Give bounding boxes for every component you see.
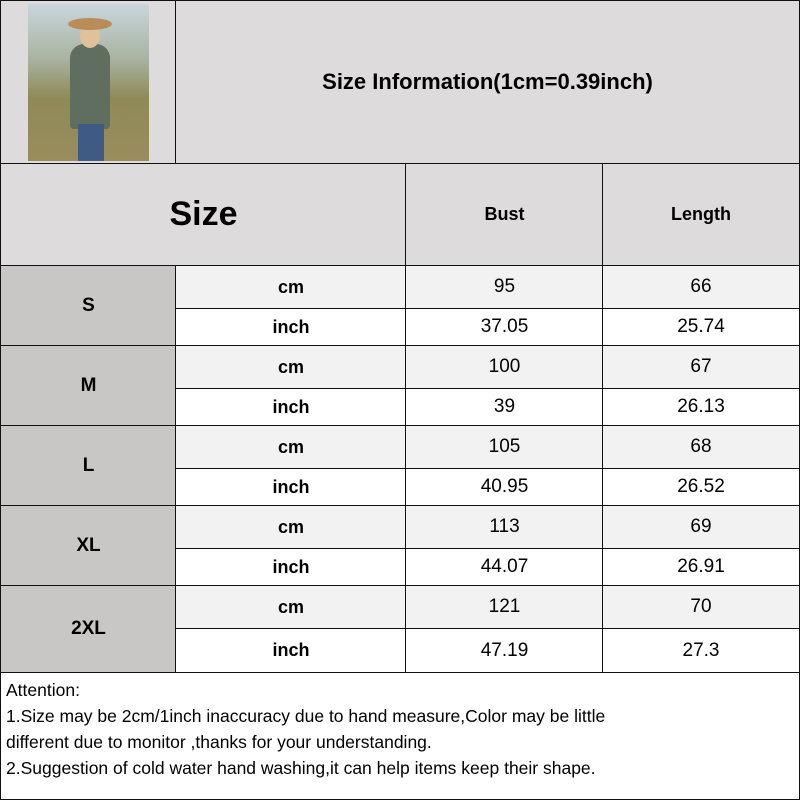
attention-heading: Attention: xyxy=(6,680,80,700)
product-photo-cell xyxy=(0,0,177,164)
size-label: L xyxy=(0,425,177,506)
bust-value: 40.95 xyxy=(405,468,604,506)
length-value: 26.13 xyxy=(602,388,800,426)
length-value: 27.3 xyxy=(602,628,800,673)
length-value: 26.91 xyxy=(602,548,800,586)
bust-value: 37.05 xyxy=(405,308,604,346)
length-value: 70 xyxy=(602,585,800,629)
attention-line: different due to monitor ,thanks for you… xyxy=(6,732,432,752)
bust-value: 121 xyxy=(405,585,604,629)
unit-label: inch xyxy=(175,628,407,673)
attention-line: 1.Size may be 2cm/1inch inaccuracy due t… xyxy=(6,706,606,726)
bust-value: 47.19 xyxy=(405,628,604,673)
bust-value: 39 xyxy=(405,388,604,426)
unit-label: cm xyxy=(175,505,407,549)
size-label: 2XL xyxy=(0,585,177,673)
bust-value: 95 xyxy=(405,265,604,309)
size-label: XL xyxy=(0,505,177,586)
size-label: M xyxy=(0,345,177,426)
unit-label: inch xyxy=(175,388,407,426)
length-value: 26.52 xyxy=(602,468,800,506)
length-value: 68 xyxy=(602,425,800,469)
bust-value: 100 xyxy=(405,345,604,389)
length-value: 69 xyxy=(602,505,800,549)
column-header-size: Size xyxy=(0,163,407,266)
bust-value: 105 xyxy=(405,425,604,469)
column-header-length: Length xyxy=(602,163,800,266)
unit-label: cm xyxy=(175,345,407,389)
unit-label: cm xyxy=(175,265,407,309)
attention-line: 2.Suggestion of cold water hand washing,… xyxy=(6,758,596,778)
length-value: 25.74 xyxy=(602,308,800,346)
bust-value: 44.07 xyxy=(405,548,604,586)
bust-value: 113 xyxy=(405,505,604,549)
unit-label: inch xyxy=(175,308,407,346)
unit-label: inch xyxy=(175,468,407,506)
column-header-bust: Bust xyxy=(405,163,604,266)
length-value: 67 xyxy=(602,345,800,389)
page-title: Size Information(1cm=0.39inch) xyxy=(175,0,800,164)
unit-label: cm xyxy=(175,425,407,469)
unit-label: cm xyxy=(175,585,407,629)
product-photo xyxy=(28,4,149,161)
size-label: S xyxy=(0,265,177,346)
length-value: 66 xyxy=(602,265,800,309)
attention-notes: Attention: 1.Size may be 2cm/1inch inacc… xyxy=(0,672,800,800)
unit-label: inch xyxy=(175,548,407,586)
